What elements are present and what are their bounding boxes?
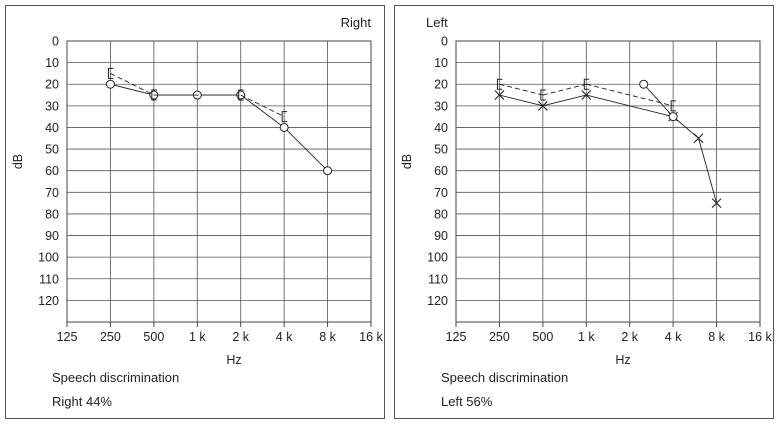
- data-point-cross: [494, 90, 505, 100]
- y-tick-label: 120: [427, 294, 448, 308]
- x-tick-label: 125: [57, 330, 78, 344]
- series-line-segment: [240, 94, 285, 128]
- y-tick-label: 110: [428, 272, 448, 286]
- x-tick-label: 8 k: [708, 330, 725, 344]
- x-axis-label: Hz: [226, 353, 241, 367]
- series-line-segment: [110, 83, 154, 96]
- x-axis-label: Hz: [615, 353, 630, 367]
- y-tick-label: 70: [45, 186, 59, 200]
- speech-discrimination-score: Right 44%: [52, 394, 112, 409]
- data-point-bracket: [238, 89, 244, 101]
- x-tick-label: 250: [489, 330, 510, 344]
- x-tick-label: 125: [446, 330, 467, 344]
- y-axis-label: dB: [11, 154, 25, 169]
- series-line-segment: [586, 94, 674, 118]
- data-point-cross: [581, 90, 592, 100]
- y-tick-label: 40: [434, 121, 448, 135]
- y-tick-label: 30: [434, 99, 448, 113]
- plot-frame: [66, 40, 372, 323]
- audiogram-left-chart: 125 250 500 1 k 2 k 4 k 8 k 16 k 0 10 20 30 40 50 60 70…: [400, 35, 773, 368]
- x-tick-label: 4 k: [665, 330, 682, 344]
- data-point-bracket: [496, 78, 503, 90]
- y-tick-label: 10: [434, 56, 448, 70]
- y-tick-label: 30: [45, 99, 59, 113]
- x-tick-label: 1 k: [189, 330, 206, 344]
- y-tick-label: 80: [45, 207, 59, 221]
- y-tick-label: 80: [434, 207, 448, 221]
- y-tick-label: 20: [45, 78, 59, 92]
- data-point-bracket: [151, 89, 157, 101]
- y-tick-label: 90: [45, 229, 59, 243]
- x-tick-label: 500: [532, 330, 553, 344]
- series-line-segment: [283, 127, 328, 172]
- data-point-circle: [639, 79, 649, 89]
- panel-title: Left: [426, 15, 448, 30]
- speech-discrimination-score: Left 56%: [441, 394, 493, 409]
- series-bone-conduction: [496, 78, 677, 112]
- y-tick-label: 50: [45, 143, 59, 157]
- data-point-cross: [711, 198, 722, 209]
- y-axis-label: dB: [400, 154, 414, 169]
- y-tick-label: 100: [427, 251, 448, 265]
- y-tick-label: 90: [434, 229, 448, 243]
- x-tick-label: 8 k: [319, 330, 336, 344]
- x-tick-label: 250: [100, 330, 121, 344]
- y-tick-label: 60: [45, 164, 59, 178]
- x-tick-label: 1 k: [578, 330, 595, 344]
- series-line-segment: [586, 83, 674, 107]
- y-tick-label: 40: [45, 121, 59, 135]
- data-point-bracket: [583, 78, 590, 90]
- series-line-segment: [499, 83, 543, 96]
- x-tick-label: 4 k: [276, 330, 293, 344]
- data-point-circle: [668, 112, 678, 122]
- series-line-segment: [240, 94, 285, 118]
- plot-frame: [455, 40, 761, 323]
- x-tick-label: 16 k: [359, 330, 383, 344]
- series-line-segment: [499, 94, 543, 107]
- x-tick-label: 500: [143, 330, 164, 344]
- series-air-conduction: [105, 79, 333, 176]
- speech-discrimination-label: Speech discrimination: [52, 370, 180, 385]
- x-tick-label: 16 k: [748, 330, 772, 344]
- audiogram-right-panel: 125 250 500 1 k 2 k 4 k 8 k 16 k 0 10 20 30 40 50 60 70…: [5, 5, 385, 419]
- audiogram-left-panel: 125 250 500 1 k 2 k 4 k 8 k 16 k 0 10 20 30 40 50 60 70…: [394, 5, 774, 419]
- y-tick-label: 20: [434, 78, 448, 92]
- series-line-segment: [542, 94, 587, 107]
- speech-discrimination-label: Speech discrimination: [441, 370, 569, 385]
- plot-area: 125 250 500 1 k 2 k 4 k 8 k 16 k 0 10 20 30 40 50 60 70…: [400, 35, 773, 368]
- data-point-bracket: [670, 100, 677, 112]
- y-tick-label: 60: [434, 164, 448, 178]
- data-point-circle: [105, 79, 115, 89]
- x-tick-label: 2 k: [232, 330, 249, 344]
- x-tick-label: 2 k: [621, 330, 638, 344]
- y-tick-label: 0: [441, 35, 448, 49]
- plot-area: 125 250 500 1 k 2 k 4 k 8 k 16 k 0 10 20 30 40 50 60 70…: [11, 35, 384, 368]
- panel-title: Right: [340, 15, 371, 30]
- y-tick-label: 120: [38, 294, 59, 308]
- data-point-circle: [323, 166, 333, 176]
- y-tick-label: 50: [434, 143, 448, 157]
- series-line-segment: [110, 73, 155, 96]
- data-point-bracket: [281, 111, 288, 123]
- y-tick-label: 0: [52, 35, 59, 49]
- data-point-bracket: [540, 89, 546, 101]
- series-line-segment: [698, 138, 718, 204]
- data-point-cross: [693, 133, 704, 144]
- y-tick-label: 110: [39, 272, 59, 286]
- audiogram-right-chart: 125 250 500 1 k 2 k 4 k 8 k 16 k 0 10 20 30 40 50 60 70…: [11, 35, 384, 368]
- series-line-segment: [542, 83, 587, 96]
- data-point-cross: [537, 100, 548, 111]
- series-line-segment: [643, 83, 674, 117]
- y-tick-label: 70: [434, 186, 448, 200]
- data-point-circle: [279, 122, 289, 132]
- series-other: [639, 79, 678, 122]
- y-tick-label: 10: [45, 56, 59, 70]
- data-point-bracket: [107, 67, 114, 79]
- series-bone-conduction: [107, 67, 288, 123]
- y-tick-label: 100: [38, 251, 59, 265]
